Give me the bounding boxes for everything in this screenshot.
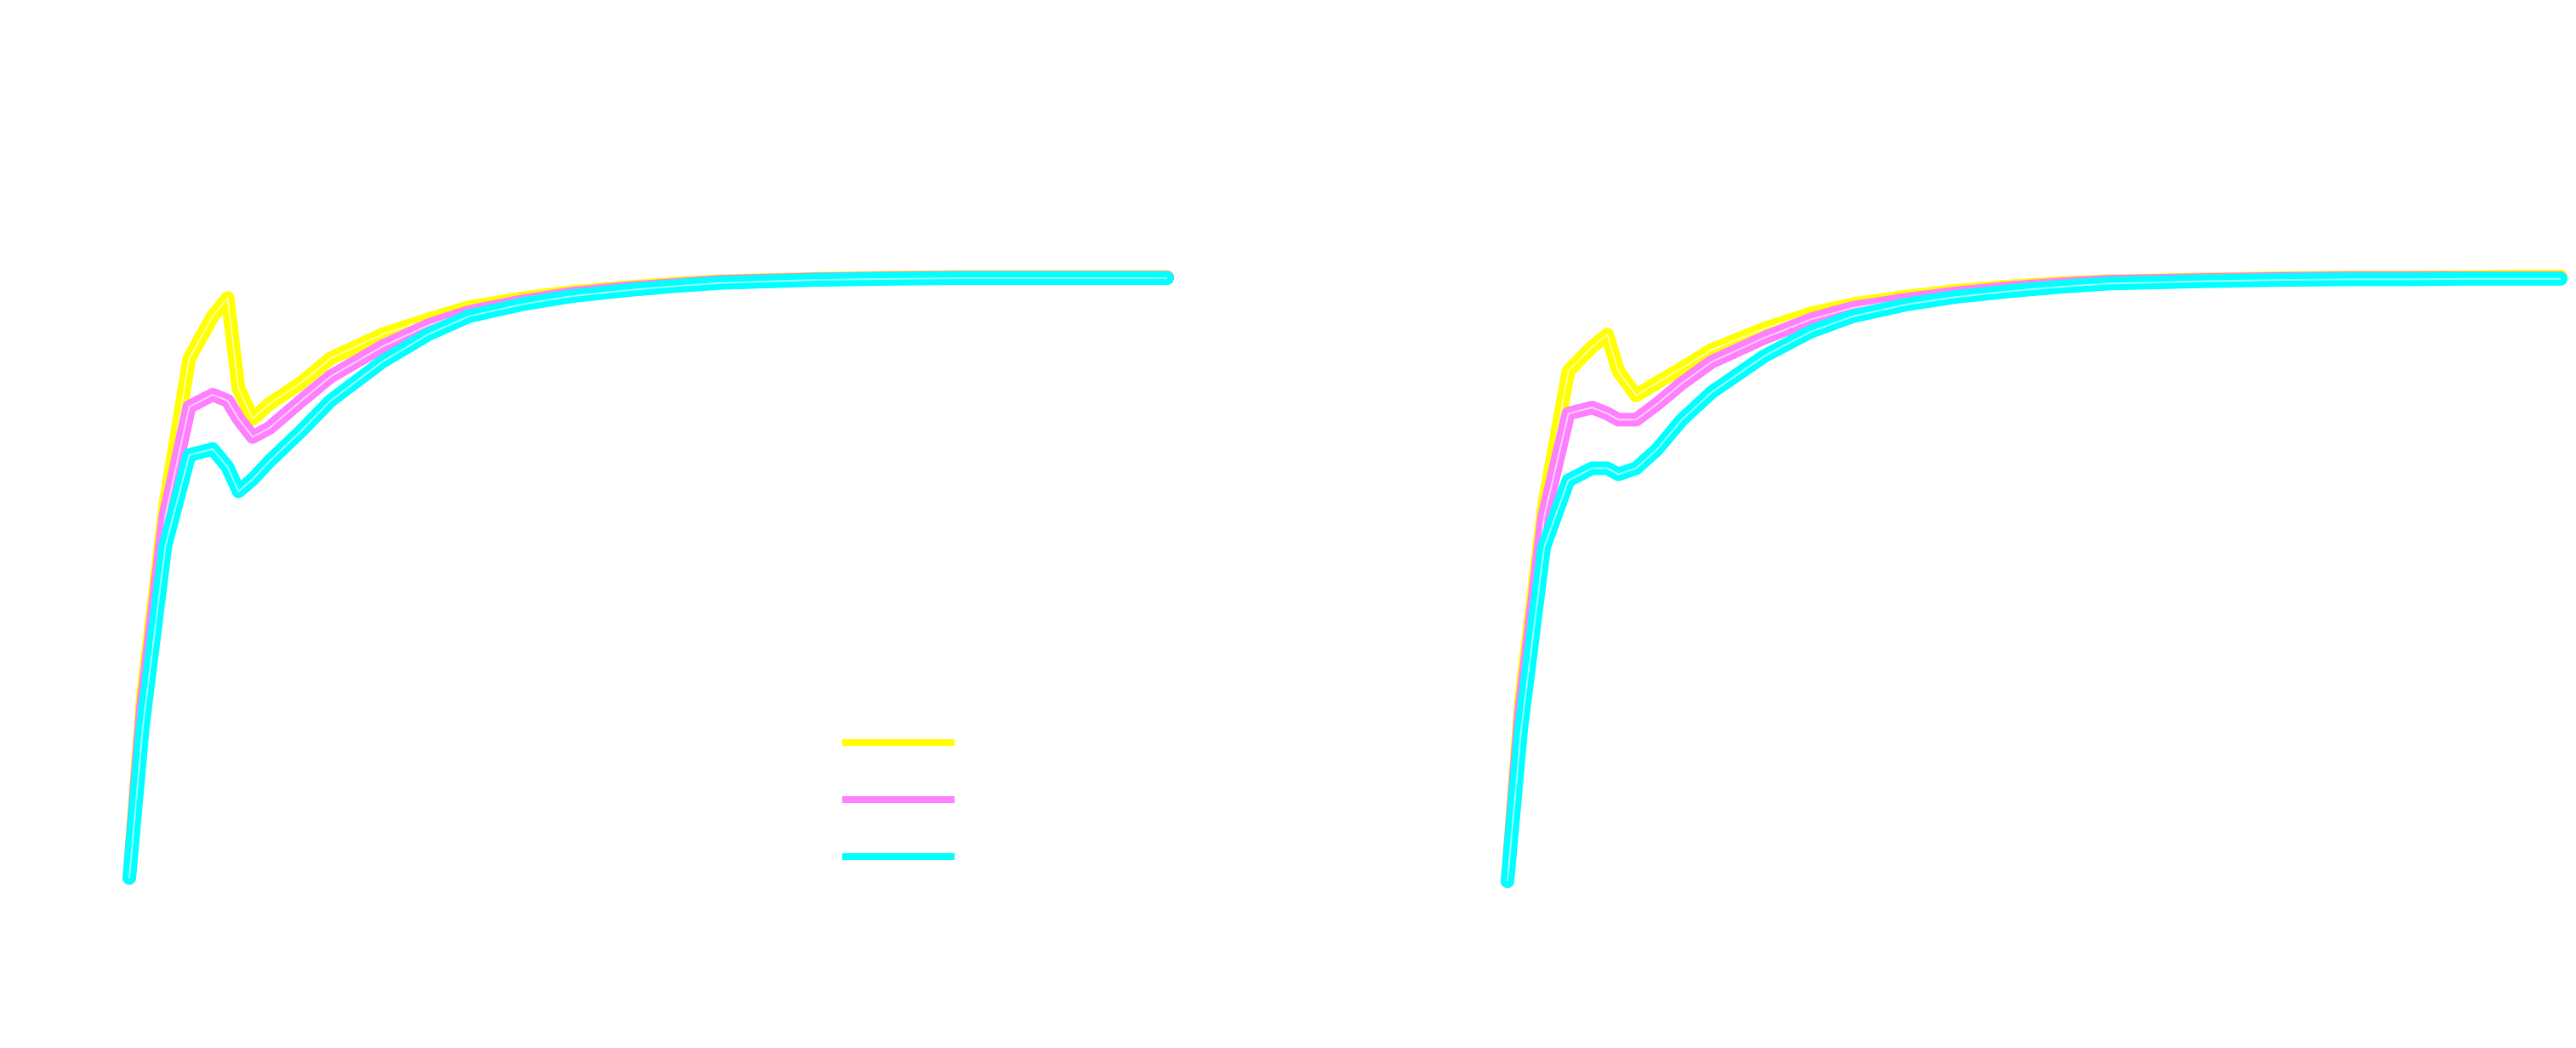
- left-plot-panel: [123, 270, 1174, 885]
- right-plot-panel: [1501, 269, 2567, 888]
- series-line-highlight-cyan: [1507, 277, 2561, 882]
- series-line-highlight-cyan: [128, 277, 1167, 879]
- legend: [842, 739, 955, 860]
